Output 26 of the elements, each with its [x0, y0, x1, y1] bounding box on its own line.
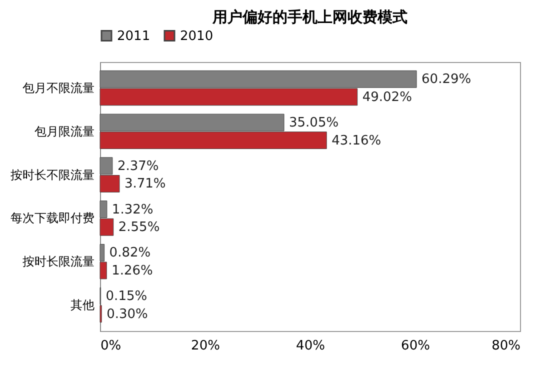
x-tick-label: 40%: [296, 338, 325, 354]
data-label: 1.32%: [112, 202, 154, 218]
data-label: 2.37%: [117, 158, 159, 174]
y-tick-label: 每次下载即付费: [10, 211, 94, 226]
legend-label: 2011: [117, 28, 150, 44]
y-tick-label: 其他: [70, 298, 94, 312]
data-label: 0.15%: [106, 289, 148, 304]
data-label: 2.55%: [118, 220, 160, 236]
x-tick-label: 80%: [492, 338, 520, 354]
y-tick-label: 包月限流量: [34, 124, 94, 138]
data-label: 49.02%: [362, 90, 412, 105]
y-tick-label: 按时长限流量: [22, 254, 94, 269]
y-tick-label: 按时长不限流量: [10, 168, 94, 182]
x-tick-label: 60%: [401, 338, 430, 354]
y-tick-label: 包月不限流量: [22, 81, 94, 96]
legend-label: 2010: [180, 28, 214, 44]
data-label: 60.29%: [422, 72, 472, 88]
data-label: 43.16%: [332, 133, 382, 148]
x-tick-label: 20%: [191, 338, 220, 354]
data-label: 1.26%: [112, 263, 153, 278]
data-label: 0.30%: [106, 306, 148, 322]
x-tick-label: 0%: [100, 338, 122, 354]
data-label: 0.82%: [109, 246, 151, 261]
chart-title: 用户偏好的手机上网收费模式: [212, 8, 408, 26]
data-label: 35.05%: [289, 116, 339, 131]
data-label: 3.71%: [124, 176, 166, 192]
